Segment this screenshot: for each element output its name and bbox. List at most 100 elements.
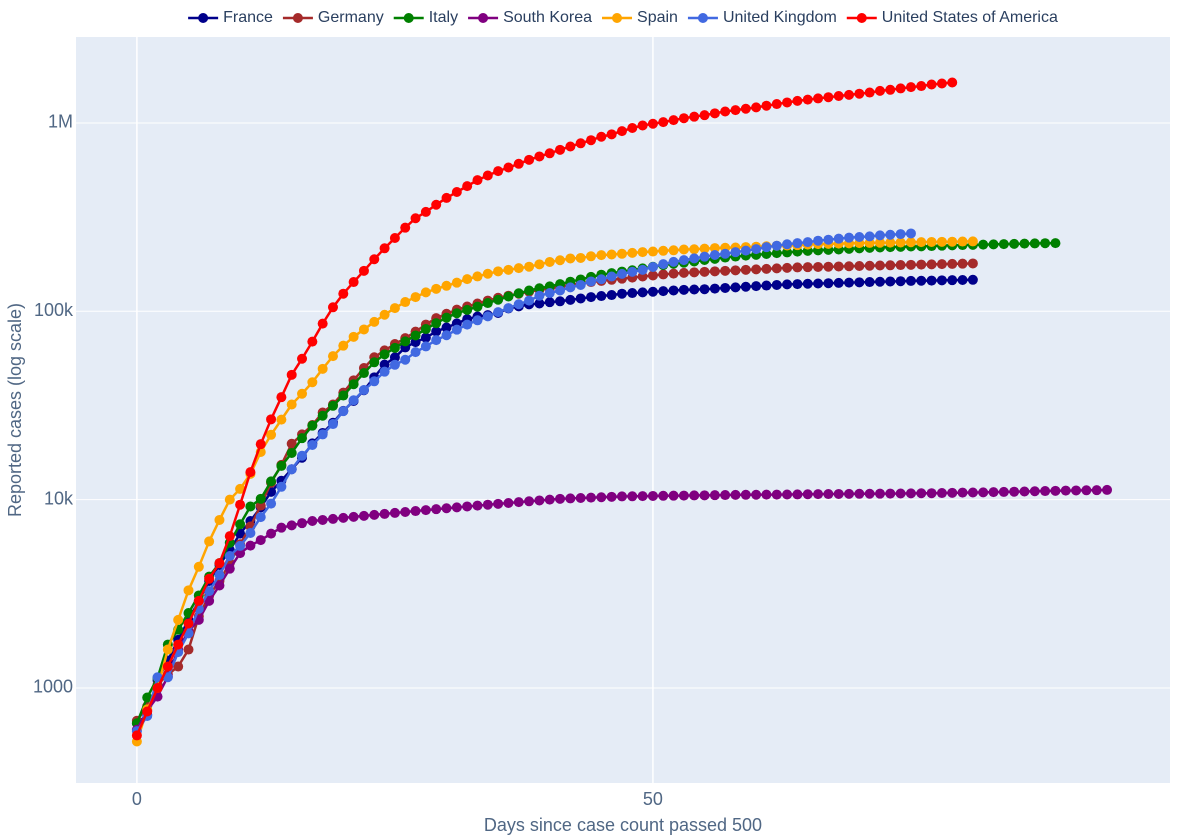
- data-point: [637, 120, 648, 131]
- data-point: [720, 248, 731, 259]
- data-point: [771, 240, 782, 251]
- data-point: [513, 288, 524, 299]
- data-point: [874, 230, 885, 241]
- data-point: [606, 491, 617, 502]
- data-point: [813, 93, 824, 104]
- data-point: [389, 303, 400, 314]
- data-point: [204, 586, 215, 597]
- data-point: [503, 264, 514, 275]
- plot: [131, 77, 1113, 747]
- data-point: [854, 488, 865, 499]
- data-point: [678, 284, 689, 295]
- data-point: [740, 489, 751, 500]
- data-point: [720, 282, 731, 293]
- data-point: [493, 294, 504, 305]
- data-point: [307, 377, 318, 388]
- data-point: [513, 299, 524, 310]
- data-point: [771, 99, 782, 110]
- data-point: [616, 248, 627, 259]
- data-point: [276, 392, 287, 403]
- data-point: [709, 243, 720, 254]
- data-point: [720, 106, 731, 117]
- data-point: [833, 91, 844, 102]
- data-point: [173, 614, 184, 625]
- data-point: [967, 274, 978, 285]
- legend-label: United Kingdom: [723, 9, 837, 26]
- data-point: [555, 296, 566, 307]
- data-point: [317, 363, 328, 374]
- data-point: [451, 502, 462, 513]
- data-point: [1009, 238, 1020, 249]
- data-point: [668, 490, 679, 501]
- data-point: [379, 359, 390, 370]
- data-point: [792, 279, 803, 290]
- data-point: [441, 503, 452, 514]
- data-point: [823, 234, 834, 245]
- data-point: [947, 258, 958, 269]
- data-point: [214, 514, 225, 525]
- data-point: [348, 511, 359, 522]
- data-point: [162, 672, 173, 683]
- data-point: [864, 87, 875, 98]
- data-point: [740, 245, 751, 256]
- data-point: [782, 239, 793, 250]
- data-point: [1009, 486, 1020, 497]
- data-point: [183, 618, 194, 629]
- data-point: [874, 85, 885, 96]
- data-point: [1019, 238, 1030, 249]
- data-point: [451, 186, 462, 197]
- data-point: [751, 102, 762, 113]
- data-point: [369, 357, 380, 368]
- data-point: [998, 486, 1009, 497]
- data-point: [462, 304, 473, 315]
- data-point: [431, 283, 442, 294]
- data-point: [534, 283, 545, 294]
- data-point: [895, 276, 906, 287]
- data-point: [730, 247, 741, 258]
- data-point: [833, 277, 844, 288]
- data-point: [307, 420, 318, 431]
- data-point: [513, 158, 524, 169]
- data-point: [616, 288, 627, 299]
- data-point: [1040, 238, 1051, 249]
- data-point: [895, 488, 906, 499]
- data-point: [297, 353, 308, 364]
- data-point: [916, 259, 927, 270]
- data-point: [1091, 485, 1102, 496]
- data-point: [286, 447, 297, 458]
- legend-swatch-marker: [292, 13, 303, 23]
- data-point: [926, 259, 937, 270]
- data-point: [596, 492, 607, 503]
- data-point: [813, 489, 824, 500]
- data-point: [482, 170, 493, 181]
- data-point: [616, 491, 627, 502]
- data-point: [905, 488, 916, 499]
- data-point: [926, 79, 937, 90]
- data-point: [833, 233, 844, 244]
- data-point: [410, 330, 421, 341]
- data-point: [730, 105, 741, 116]
- data-point: [844, 89, 855, 100]
- data-point: [369, 509, 380, 520]
- data-point: [926, 236, 937, 247]
- data-point: [751, 281, 762, 292]
- data-point: [936, 78, 947, 89]
- data-point: [544, 297, 555, 308]
- data-point: [936, 259, 947, 270]
- data-point: [204, 573, 215, 584]
- data-point: [678, 113, 689, 124]
- data-point: [317, 318, 328, 329]
- data-point: [327, 400, 338, 411]
- data-point: [493, 266, 504, 277]
- data-point: [730, 282, 741, 293]
- data-point: [668, 115, 679, 126]
- data-point: [389, 342, 400, 353]
- data-point: [658, 259, 669, 270]
- data-point: [864, 277, 875, 288]
- y-tick-label: 10k: [44, 488, 74, 508]
- data-point: [462, 501, 473, 512]
- data-point: [524, 496, 535, 507]
- data-point: [1071, 485, 1082, 496]
- data-point: [854, 277, 865, 288]
